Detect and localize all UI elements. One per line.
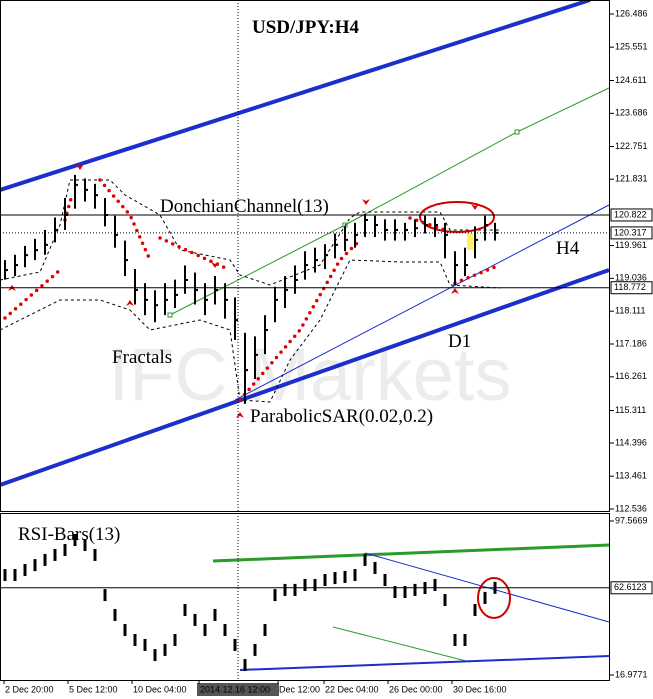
y-tick-label: 114.396 bbox=[615, 437, 647, 447]
level-box bbox=[610, 581, 653, 595]
x-label-highlight bbox=[197, 683, 279, 696]
y-tick-label: 119.036 bbox=[615, 273, 647, 283]
level-label: 120.317 bbox=[614, 227, 647, 237]
highlight-bar bbox=[467, 233, 473, 250]
y-tick-label: 113.461 bbox=[615, 471, 647, 481]
x-tick-label: 26 Dec 00:00 bbox=[389, 684, 443, 694]
channel-line bbox=[0, 0, 591, 192]
y-tick-label: 115.311 bbox=[615, 405, 646, 415]
anchor bbox=[514, 129, 520, 135]
y-tick-label: 97.5669 bbox=[615, 515, 648, 525]
annotation: DonchianChannel(13) bbox=[160, 196, 329, 217]
drawings bbox=[0, 0, 610, 680]
y-tick-label: 117.186 bbox=[615, 338, 647, 348]
y-tick-label: 124.611 bbox=[615, 75, 647, 85]
level-box bbox=[610, 281, 653, 295]
level-box bbox=[610, 208, 653, 222]
annotation: ParabolicSAR(0.02,0.2) bbox=[250, 406, 433, 427]
y-tick-label: 112.536 bbox=[615, 503, 647, 513]
rsi-trend bbox=[239, 655, 610, 671]
annotation: D1 bbox=[448, 331, 471, 352]
trend-line bbox=[234, 204, 610, 401]
annotation: H4 bbox=[556, 238, 580, 259]
x-tick-label: 30 Dec 16:00 bbox=[453, 684, 507, 694]
x-tick-label: Dec 12:00 bbox=[279, 684, 320, 694]
rsi-title: RSI-Bars(13) bbox=[18, 524, 120, 545]
level-label: 120.822 bbox=[614, 209, 647, 219]
parabolic-sar bbox=[3, 178, 502, 402]
anchor bbox=[167, 312, 173, 318]
highlight-ellipse bbox=[477, 577, 511, 619]
x-tick-label: 22 Dec 04:00 bbox=[325, 684, 379, 694]
highlight-ellipse bbox=[419, 201, 495, 233]
rsi-frame bbox=[0, 513, 610, 681]
rsi-trend bbox=[332, 626, 471, 663]
y-tick-label: 16.9771 bbox=[615, 669, 648, 679]
y-tick-label: 119.961 bbox=[615, 240, 647, 250]
y-tick-label: 126.486 bbox=[615, 8, 648, 18]
x-tick-label: 5 Dec 12:00 bbox=[69, 684, 118, 694]
y-tick-label: 125.551 bbox=[615, 42, 648, 52]
x-tick-label: 10 Dec 04:00 bbox=[133, 684, 187, 694]
annotation: Fractals bbox=[112, 347, 172, 368]
y-tick-label: 121.831 bbox=[615, 174, 648, 184]
level-box bbox=[610, 226, 653, 240]
donchian-upper bbox=[0, 179, 500, 286]
y-tick-label: 116.261 bbox=[615, 371, 647, 381]
level-label: 62.6123 bbox=[614, 582, 647, 592]
y-tick-label: 123.686 bbox=[615, 108, 648, 118]
x-tick-label: 2 Dec 20:00 bbox=[5, 684, 54, 694]
level-label: 118.772 bbox=[614, 282, 646, 292]
rsi-trend bbox=[212, 543, 610, 563]
x-tick-label: 2014.12.16 12:00 bbox=[200, 684, 270, 694]
trend-line bbox=[169, 87, 610, 316]
y-tick-label: 122.751 bbox=[615, 141, 648, 151]
chart-title: USD/JPY:H4 bbox=[252, 17, 359, 38]
price-frame bbox=[0, 0, 610, 512]
y-tick-label: 118.111 bbox=[615, 306, 646, 316]
channel-line bbox=[0, 268, 610, 487]
